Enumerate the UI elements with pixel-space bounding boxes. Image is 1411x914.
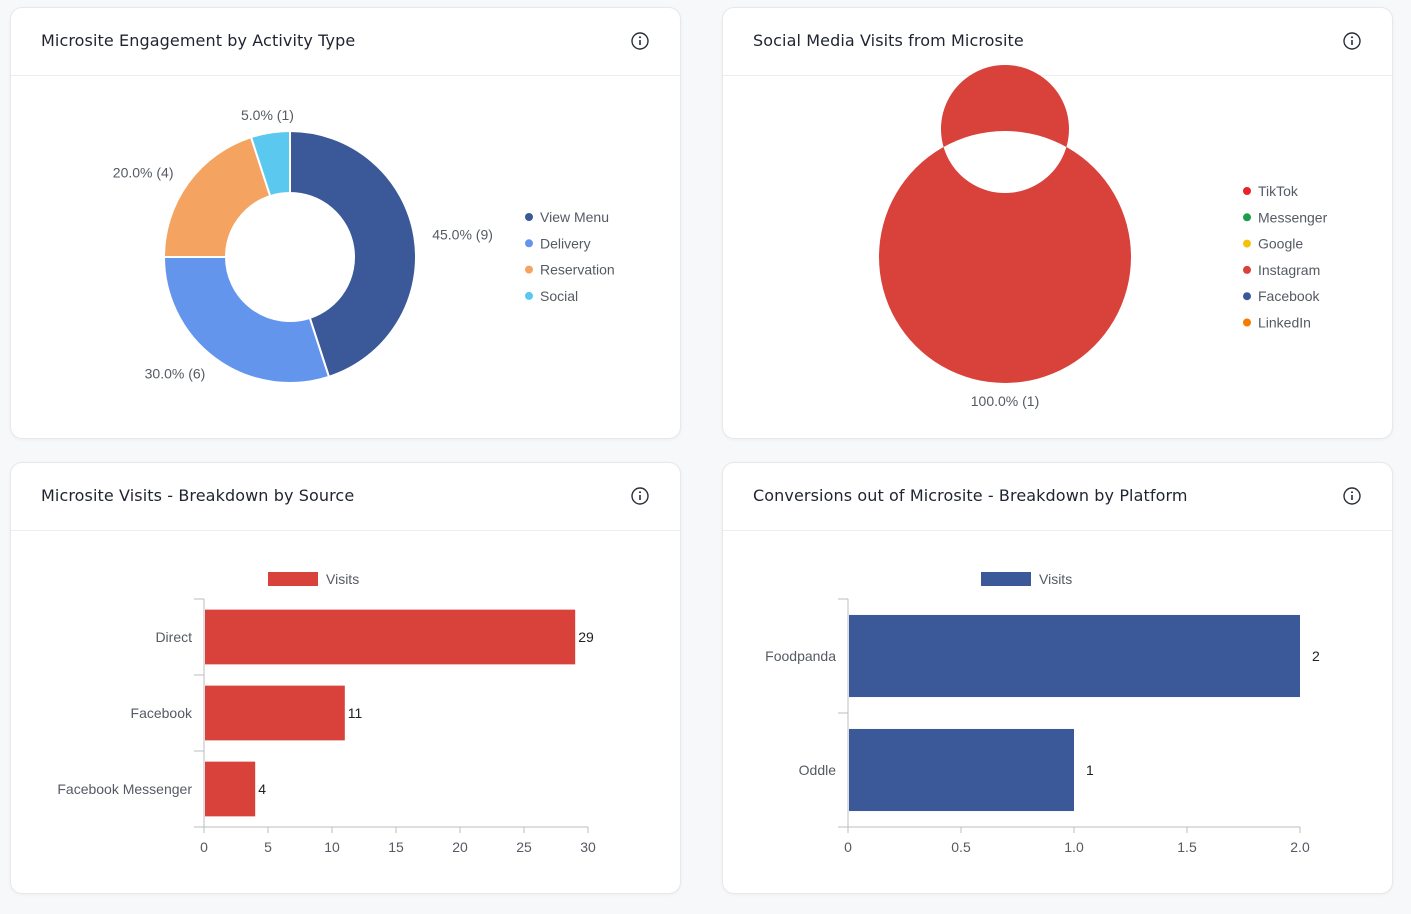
slice-label: 30.0% (6) [145,365,206,381]
category-label: Direct [155,629,192,645]
visits-chart: Visits 0 5 10 15 20 25 30 Direct 29 Facebook 11 Face… [57,571,596,855]
legend-label: TikTok [1258,183,1299,199]
legend-marker [1243,265,1251,274]
x-tick-label: 15 [388,839,404,855]
legend-label: Visits [1039,571,1072,587]
card-title: Microsite Engagement by Activity Type [41,31,356,50]
x-tick-label: 20 [452,839,468,855]
slice-instagram [878,64,1131,384]
legend-marker [1243,239,1251,248]
info-icon[interactable] [1342,486,1362,506]
engagement-chart: 45.0% (9) 30.0% (6) 20.0% (4) 5.0% (1) View … [113,107,615,384]
legend-marker [1243,292,1251,301]
value-label: 2 [1312,648,1320,664]
legend-label: Messenger [1258,209,1328,225]
legend-marker [1243,213,1251,222]
value-label: 4 [258,781,266,797]
x-tick-label: 0 [844,839,852,855]
slice-label: 45.0% (9) [432,226,493,242]
legend-label: Instagram [1258,262,1320,278]
x-tick-label: 25 [516,839,532,855]
legend-label: Facebook [1258,288,1320,304]
legend-label: Google [1258,236,1303,252]
legend-label: Social [540,288,578,304]
legend-label: Reservation [540,262,615,278]
card-header: Microsite Engagement by Activity Type [11,8,680,76]
legend-marker [525,213,533,221]
bar-oddle [849,728,1074,812]
slice-label: 5.0% (1) [241,107,294,123]
legend-marker [1243,318,1251,327]
value-label: 29 [578,629,594,645]
x-tick-label: 0.5 [951,839,971,855]
bar-facebook-messenger [205,761,256,817]
value-label: 1 [1086,762,1094,778]
legend-label: Visits [326,571,359,587]
conversions-card: Conversions out of Microsite - Breakdown… [722,462,1393,894]
x-tick-label: 30 [580,839,596,855]
x-tick-label: 10 [324,839,340,855]
x-tick-label: 2.0 [1290,839,1310,855]
bar-foodpanda [849,614,1300,698]
card-header: Social Media Visits from Microsite [723,8,1392,76]
card-header: Conversions out of Microsite - Breakdown… [723,463,1392,531]
card-title: Social Media Visits from Microsite [753,31,1024,50]
x-tick-label: 1.5 [1177,839,1197,855]
conversions-chart: Visits 0 0.5 1.0 1.5 2.0 Foodpanda 2 Oddle 1 [765,571,1320,855]
x-tick-label: 0 [200,839,208,855]
category-label: Facebook [131,705,193,721]
legend-marker [525,265,533,274]
legend-swatch [981,572,1031,586]
legend-label: Delivery [540,235,591,251]
card-title: Microsite Visits - Breakdown by Source [41,486,355,505]
legend-marker [1243,187,1251,195]
x-tick-label: 1.0 [1064,839,1084,855]
info-icon[interactable] [1342,31,1362,51]
category-label: Oddle [799,762,837,778]
slice-label: 20.0% (4) [113,164,174,180]
social-chart: 100.0% (1) TikTok Messenger Google Instagram… [878,64,1328,409]
card-title: Conversions out of Microsite - Breakdown… [753,486,1188,505]
slice-label: 100.0% (1) [971,393,1039,409]
engagement-card: Microsite Engagement by Activity Type 45… [10,7,681,439]
value-label: 11 [348,705,363,721]
info-icon[interactable] [630,486,650,506]
category-label: Facebook Messenger [57,781,192,797]
slice-delivery [162,256,331,384]
bar-direct [205,609,576,665]
legend-marker [525,239,533,248]
x-tick-label: 5 [264,839,272,855]
visits-card: Microsite Visits - Breakdown by Source V… [10,462,681,894]
slice-social [249,129,291,198]
legend-label: View Menu [540,209,609,225]
social-card: Social Media Visits from Microsite 100.0… [722,7,1393,439]
slice-view-menu [289,129,417,379]
legend-marker [525,291,533,300]
slice-reservation [162,135,272,258]
bar-facebook [205,685,345,741]
legend-swatch [268,572,318,586]
category-label: Foodpanda [765,648,836,664]
legend-label: LinkedIn [1258,315,1311,331]
info-icon[interactable] [630,31,650,51]
card-header: Microsite Visits - Breakdown by Source [11,463,680,531]
